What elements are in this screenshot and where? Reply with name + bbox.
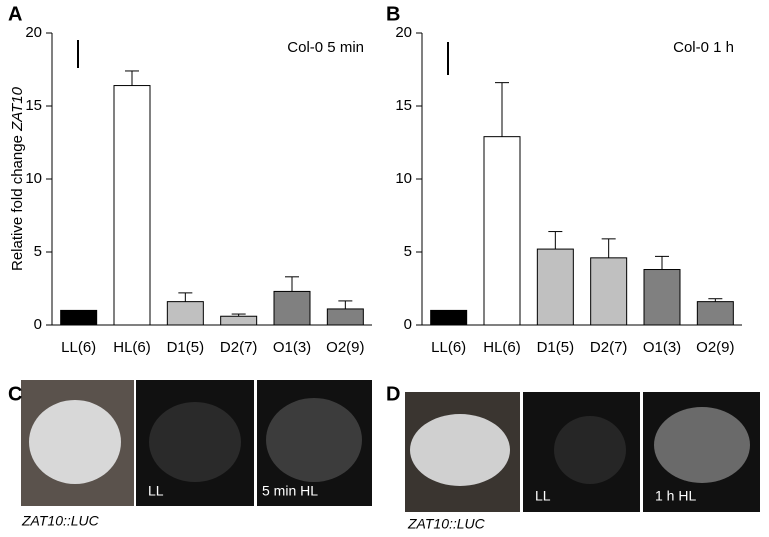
y-tick-label: 15 — [395, 97, 412, 114]
annotation: Col-0 1 h — [673, 39, 734, 56]
y-tick-label: 15 — [25, 97, 42, 114]
rosette — [554, 416, 626, 484]
photo-label: 5 min HL — [262, 483, 318, 499]
bar — [643, 269, 681, 326]
y-axis-label: Relative fold change ZAT10 — [9, 86, 26, 271]
y-tick-label: 10 — [395, 170, 412, 187]
photo-caption: ZAT10::LUC — [21, 513, 100, 529]
photo-label: LL — [535, 488, 551, 504]
bar — [60, 309, 98, 326]
bar — [483, 136, 521, 326]
x-tick-label: O1(3) — [643, 339, 681, 356]
panel-letter: C — [8, 383, 22, 405]
x-tick-label: D2(7) — [590, 339, 628, 356]
y-tick-label: 0 — [34, 316, 42, 333]
rosette — [410, 414, 510, 486]
panel-letter: D — [386, 383, 400, 405]
x-tick-label: O1(3) — [273, 339, 311, 356]
x-tick-label: HL(6) — [113, 339, 151, 356]
x-tick-label: O2(9) — [326, 339, 364, 356]
y-axis-label-gene: ZAT10 — [9, 86, 26, 132]
panel-letter: A — [8, 3, 22, 25]
bar — [536, 248, 574, 326]
bar — [430, 309, 468, 326]
bar — [166, 301, 204, 326]
y-tick-label: 20 — [25, 24, 42, 41]
x-tick-label: LL(6) — [61, 339, 96, 356]
annotation: Col-0 5 min — [287, 39, 364, 56]
rosette — [149, 402, 241, 482]
rosette — [29, 400, 121, 484]
panel-letter: B — [386, 3, 400, 25]
bar — [220, 315, 258, 326]
rosette — [266, 398, 362, 482]
rosette — [654, 407, 750, 483]
bar — [590, 257, 628, 326]
y-axis-label-text: Relative fold change — [9, 131, 26, 271]
photo-caption: ZAT10::LUC — [407, 516, 486, 532]
bar — [273, 290, 311, 326]
bar — [326, 308, 364, 326]
bar — [696, 301, 734, 326]
photo-label: LL — [148, 483, 164, 499]
y-tick-label: 5 — [34, 243, 42, 260]
x-tick-label: O2(9) — [696, 339, 734, 356]
y-tick-label: 20 — [395, 24, 412, 41]
photo-label: 1 h HL — [655, 488, 696, 504]
x-tick-label: D2(7) — [220, 339, 258, 356]
y-tick-label: 10 — [25, 170, 42, 187]
photo-panel-c — [21, 380, 372, 506]
bar — [113, 85, 151, 326]
x-tick-label: HL(6) — [483, 339, 521, 356]
x-tick-label: LL(6) — [431, 339, 466, 356]
y-tick-label: 5 — [404, 243, 412, 260]
y-tick-label: 0 — [404, 316, 412, 333]
x-tick-label: D1(5) — [537, 339, 575, 356]
photo-panel-d — [405, 392, 760, 512]
x-tick-label: D1(5) — [167, 339, 205, 356]
